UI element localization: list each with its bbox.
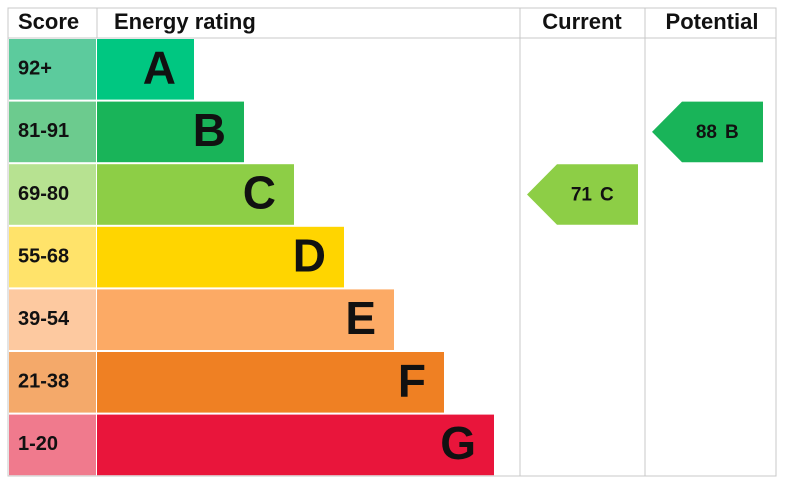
rating-letter: A xyxy=(143,41,176,93)
current-value: 71 xyxy=(571,185,593,206)
rating-bar xyxy=(97,414,494,476)
score-label: 21-38 xyxy=(18,371,69,393)
score-label: 1-20 xyxy=(18,433,58,455)
frame xyxy=(7,7,777,477)
header: Score xyxy=(18,9,79,34)
potential-letter: B xyxy=(725,122,739,143)
score-label: 55-68 xyxy=(18,245,69,267)
header: Current xyxy=(542,9,622,34)
rating-bar xyxy=(97,352,444,413)
rating-letter: D xyxy=(293,229,326,281)
rating-bar xyxy=(97,164,294,225)
rating-letter: E xyxy=(345,292,376,344)
score-cell xyxy=(9,101,96,163)
rating-bar xyxy=(97,39,194,100)
current-arrow xyxy=(527,164,638,225)
rating-bar xyxy=(97,101,244,163)
current-letter: C xyxy=(600,185,614,206)
score-label: 69-80 xyxy=(18,183,69,205)
rating-letter: B xyxy=(193,104,226,156)
score-cell xyxy=(9,226,96,288)
score-cell xyxy=(9,414,96,476)
score-cell xyxy=(9,164,96,225)
rating-letter: C xyxy=(243,167,276,219)
rating-letter: G xyxy=(440,417,476,469)
rating-bar xyxy=(97,289,394,350)
header: Potential xyxy=(666,9,759,34)
rating-letter: F xyxy=(398,354,426,406)
potential-value: 88 xyxy=(696,122,717,143)
rating-bar xyxy=(97,226,344,288)
score-label: 81-91 xyxy=(18,120,69,142)
potential-arrow xyxy=(652,101,763,163)
score-cell xyxy=(9,289,96,350)
score-cell xyxy=(9,39,96,100)
score-cell xyxy=(9,352,96,413)
score-label: 39-54 xyxy=(18,308,70,330)
score-label: 92+ xyxy=(18,58,52,80)
header: Energy rating xyxy=(114,9,256,34)
